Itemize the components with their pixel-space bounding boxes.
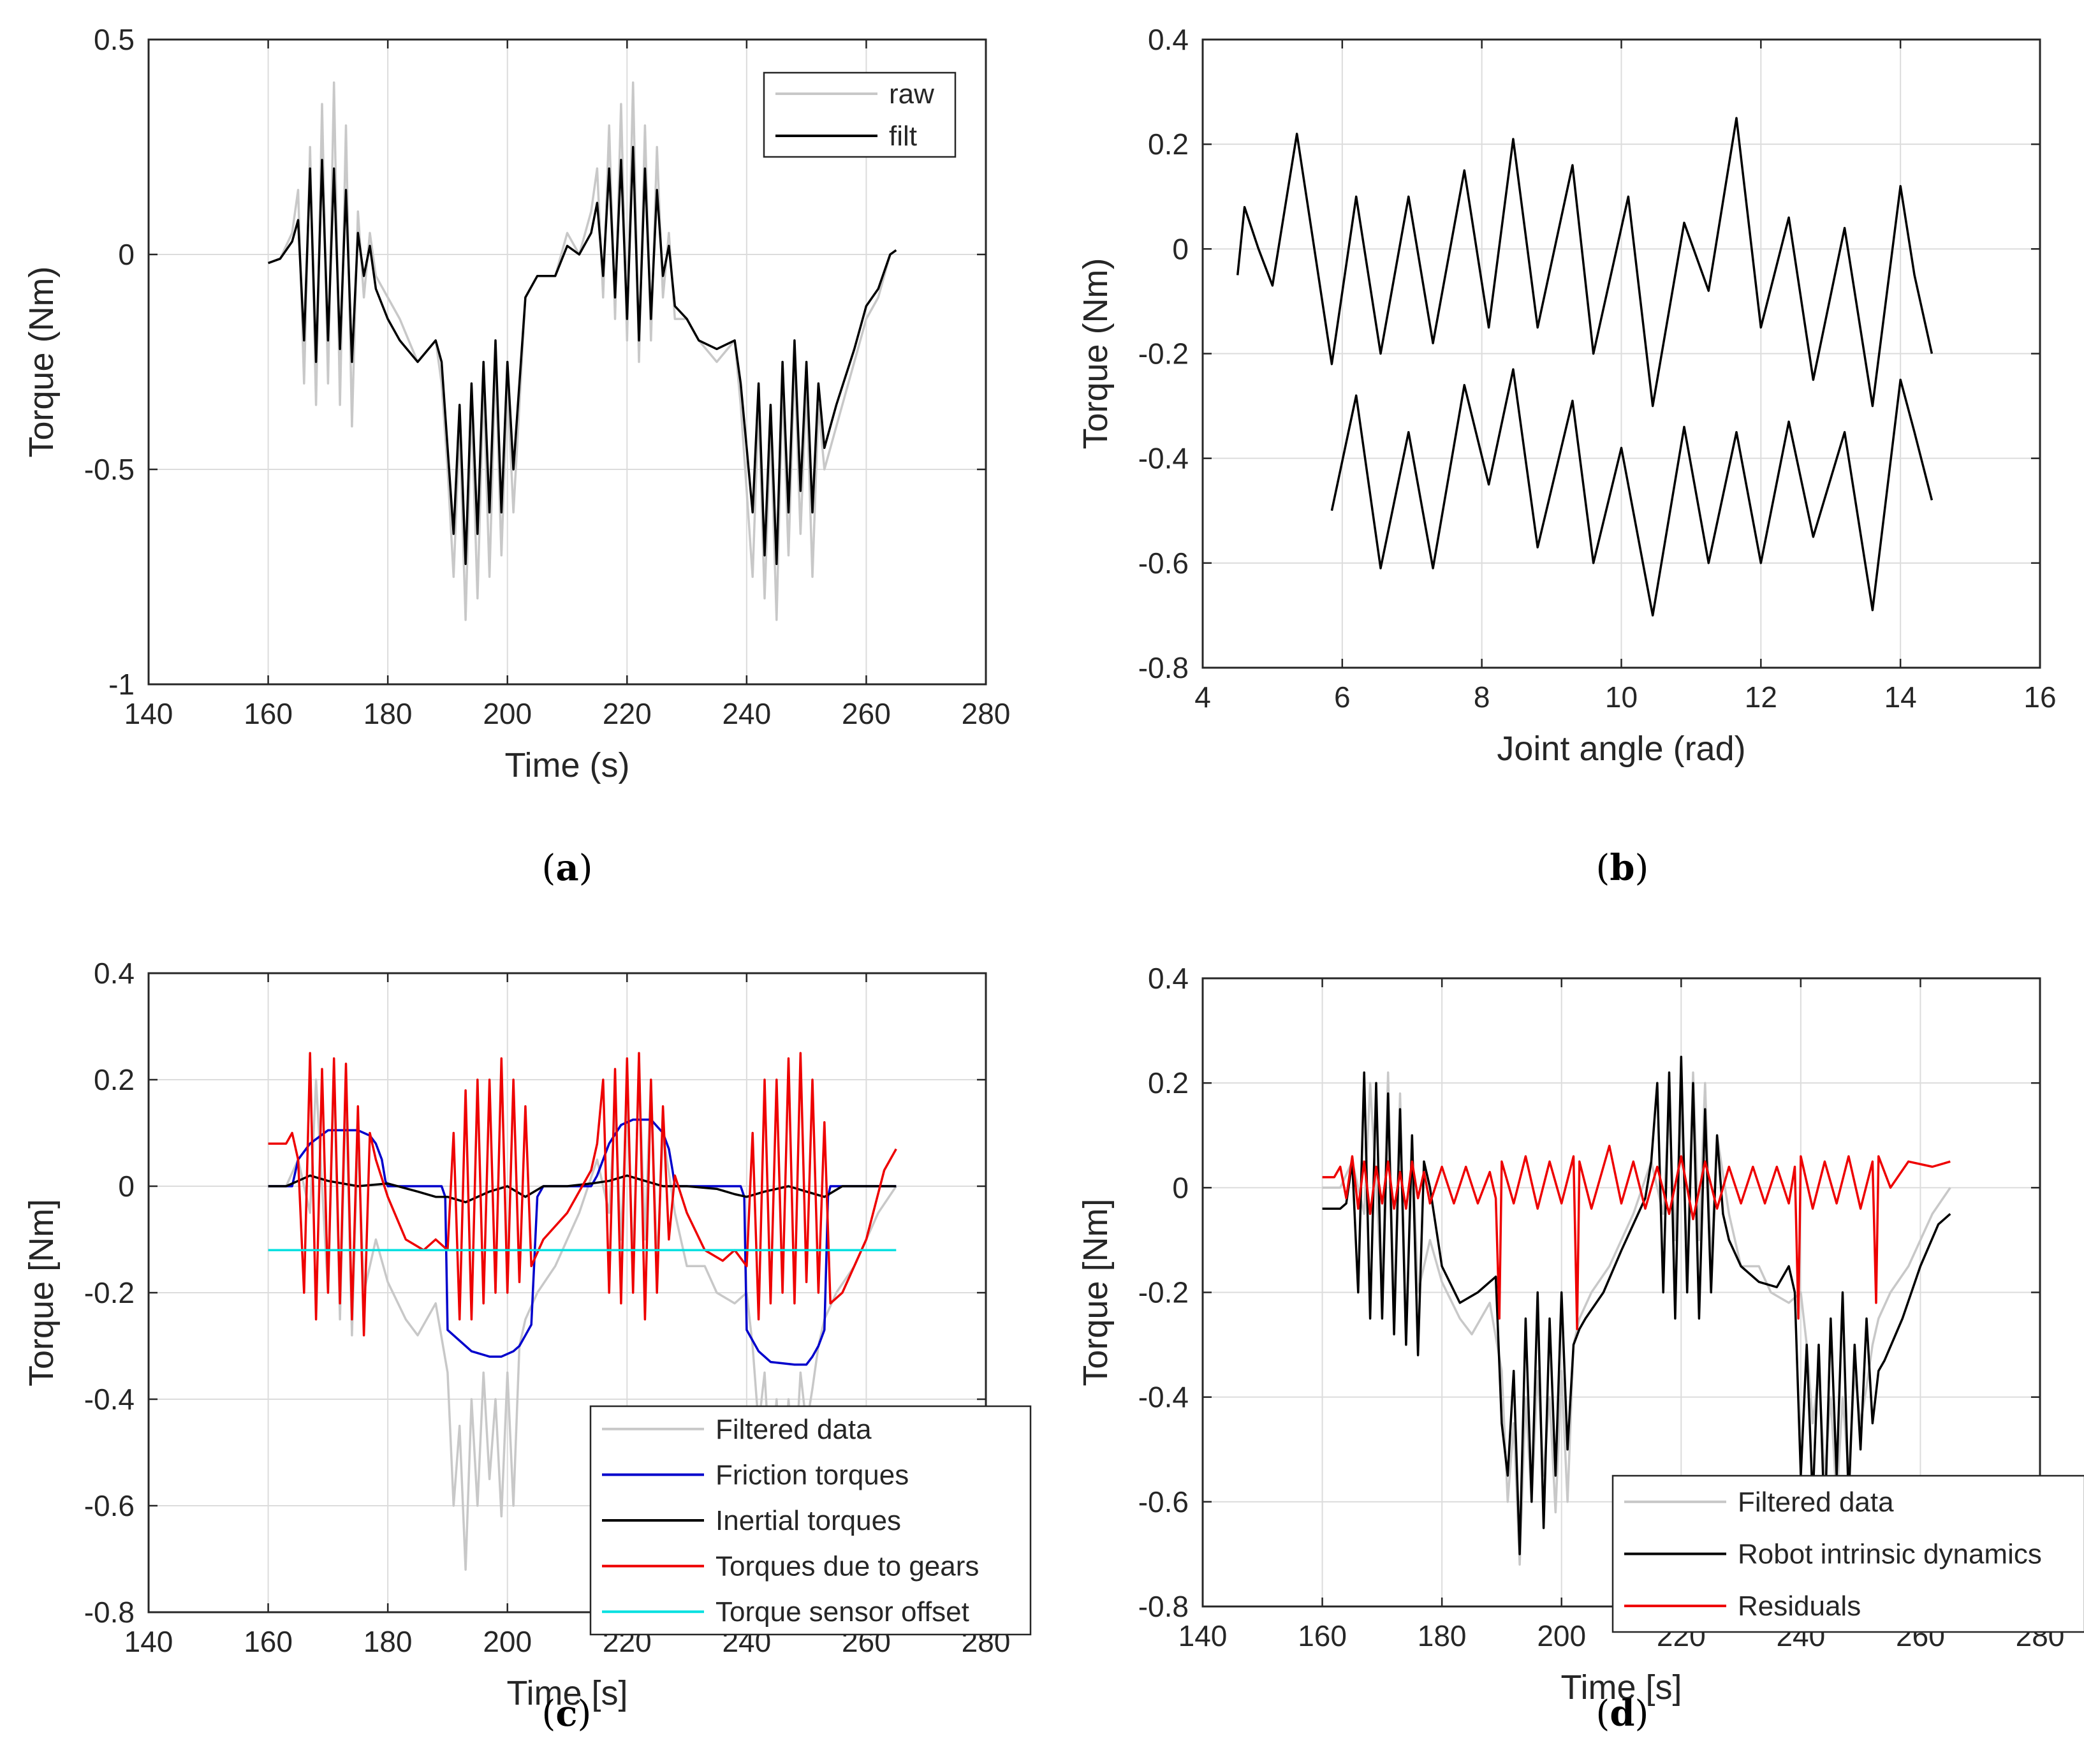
caption-letter: a bbox=[555, 847, 578, 889]
legend-label: Torques due to gears bbox=[715, 1551, 979, 1582]
x-tick-label: 160 bbox=[244, 697, 293, 730]
caption-open-paren: ( bbox=[542, 1693, 556, 1735]
legend-label: Residuals bbox=[1738, 1591, 1861, 1622]
x-tick-label: 200 bbox=[483, 1625, 532, 1658]
series-line-residuals bbox=[1322, 1144, 1951, 1330]
axes-box bbox=[147, 38, 987, 686]
caption-close-paren: ) bbox=[1635, 1693, 1649, 1735]
legend: Filtered data Robot intrinsic dynamics Res… bbox=[1611, 1474, 2084, 1633]
y-tick-label: -0.2 bbox=[1138, 1276, 1189, 1309]
caption-letter: d bbox=[1610, 1693, 1634, 1735]
y-tick-label: -0.6 bbox=[1138, 1485, 1189, 1518]
x-tick-label: 160 bbox=[244, 1625, 293, 1658]
series-line-upper-branch bbox=[1236, 117, 1934, 408]
y-tick-label: 0.2 bbox=[94, 1063, 135, 1096]
legend-label: raw bbox=[889, 78, 934, 110]
y-tick-label: -0.4 bbox=[1138, 442, 1189, 475]
y-tick-label: -0.2 bbox=[1138, 337, 1189, 371]
x-tick-label: 220 bbox=[603, 697, 652, 730]
series-group bbox=[1236, 117, 1934, 617]
x-axis-label: Time [s] bbox=[506, 1674, 627, 1712]
y-tick-label: 0.4 bbox=[1148, 962, 1189, 995]
y-tick-label: -0.8 bbox=[84, 1596, 135, 1629]
caption-open-paren: ( bbox=[1596, 848, 1610, 889]
y-axis-label: Torque (Nm) bbox=[1076, 258, 1115, 449]
x-tick-label: 200 bbox=[483, 697, 532, 730]
x-tick-label: 180 bbox=[363, 1625, 413, 1658]
series-group bbox=[268, 81, 897, 621]
caption-close-paren: ) bbox=[1635, 848, 1649, 889]
x-tick-label: 16 bbox=[2023, 680, 2056, 714]
caption-letter: c bbox=[555, 1693, 577, 1735]
x-tick-label: 8 bbox=[1474, 680, 1490, 714]
series-line-lower-branch bbox=[1330, 368, 1934, 617]
x-axis-label: Time (s) bbox=[505, 746, 630, 784]
x-tick-label: 240 bbox=[722, 697, 771, 730]
y-tick-label: 0 bbox=[118, 238, 135, 271]
y-tick-label: -0.6 bbox=[84, 1489, 135, 1522]
y-tick-label: -0.8 bbox=[1138, 1590, 1189, 1623]
legend-label: Robot intrinsic dynamics bbox=[1738, 1539, 2042, 1570]
y-tick-label: 0.5 bbox=[94, 23, 135, 56]
panel-caption: (c) bbox=[542, 1693, 592, 1735]
x-tick-label: 140 bbox=[1178, 1619, 1228, 1652]
y-tick-label: -0.8 bbox=[1138, 651, 1189, 684]
x-axis-label: Joint angle (rad) bbox=[1497, 730, 1745, 768]
series-line-torques-due-to-gears bbox=[268, 1052, 897, 1337]
panel-d: 140 160 180 200 220 240 260 280-0.8-0.6-0.4-0.2… bbox=[1076, 962, 2084, 1735]
y-tick-label: 0.2 bbox=[1148, 1066, 1189, 1099]
y-axis-label: Torque [Nm] bbox=[1076, 1198, 1115, 1386]
legend-box bbox=[763, 71, 957, 158]
x-tick-label: 10 bbox=[1605, 680, 1638, 714]
legend-label: Torque sensor offset bbox=[715, 1596, 969, 1628]
caption-close-paren: ) bbox=[577, 1693, 591, 1735]
series-line-filt bbox=[268, 145, 897, 566]
panel-b: 4 6 8 10 12 14 16 -0.8 -0.6 -0.4 -0.2 0 0.2 0.4 Joint … bbox=[1076, 23, 2057, 889]
y-tick-label: -0.2 bbox=[84, 1276, 135, 1309]
legend-label: filt bbox=[889, 121, 917, 152]
x-axis-label: Time [s] bbox=[1560, 1668, 1682, 1707]
caption-open-paren: ( bbox=[1596, 1693, 1610, 1735]
panel-a: 140 160 180 200 220 240 260 280 -1 -0.5 0 0.5 Time (… bbox=[22, 23, 1010, 889]
y-tick-label: -0.5 bbox=[84, 453, 135, 486]
caption-open-paren: ( bbox=[542, 848, 556, 889]
x-tick-label: 12 bbox=[1745, 680, 1777, 714]
x-tick-label: 280 bbox=[962, 697, 1011, 730]
x-tick-label: 260 bbox=[842, 697, 891, 730]
y-tick-label: 0.4 bbox=[1148, 23, 1189, 56]
x-tick-label: 4 bbox=[1194, 680, 1211, 714]
x-tick-label: 140 bbox=[124, 1625, 173, 1658]
x-tick-label: 6 bbox=[1334, 680, 1351, 714]
caption-letter: b bbox=[1610, 847, 1634, 889]
panel-caption: (d) bbox=[1596, 1693, 1649, 1735]
x-tick-label: 14 bbox=[1884, 680, 1917, 714]
legend: Filtered data Friction torques Inertial to… bbox=[589, 1405, 1032, 1636]
legend: raw filt bbox=[763, 71, 957, 158]
y-tick-label: 0 bbox=[118, 1170, 135, 1203]
y-tick-label: -0.4 bbox=[84, 1383, 135, 1416]
panel-c: 140 160 180 200 220 240 260 280-0.8-0.6-0.4-0.2… bbox=[22, 957, 1032, 1735]
caption-close-paren: ) bbox=[579, 848, 593, 889]
legend-label: Friction torques bbox=[715, 1459, 909, 1490]
legend-label: Inertial torques bbox=[715, 1505, 901, 1536]
legend-label: Filtered data bbox=[1738, 1487, 1894, 1518]
panel-caption: (b) bbox=[1596, 847, 1649, 889]
y-tick-label: -0.6 bbox=[1138, 547, 1189, 580]
panel-caption: (a) bbox=[542, 847, 593, 889]
y-tick-label: 0 bbox=[1172, 232, 1189, 265]
x-tick-label: 160 bbox=[1298, 1619, 1347, 1652]
y-tick-label: 0.2 bbox=[1148, 128, 1189, 161]
y-tick-label: 0 bbox=[1172, 1171, 1189, 1204]
y-tick-label: -0.4 bbox=[1138, 1381, 1189, 1414]
y-tick-label: -1 bbox=[108, 668, 135, 701]
x-tick-label: 140 bbox=[124, 697, 173, 730]
y-tick-label: 0.4 bbox=[94, 957, 135, 990]
x-tick-label: 180 bbox=[1418, 1619, 1467, 1652]
y-axis-label: Torque [Nm] bbox=[22, 1199, 61, 1386]
x-tick-label: 200 bbox=[1537, 1619, 1586, 1652]
legend-label: Filtered data bbox=[715, 1414, 872, 1445]
y-axis-label: Torque (Nm) bbox=[22, 266, 61, 457]
x-tick-label: 180 bbox=[363, 697, 413, 730]
